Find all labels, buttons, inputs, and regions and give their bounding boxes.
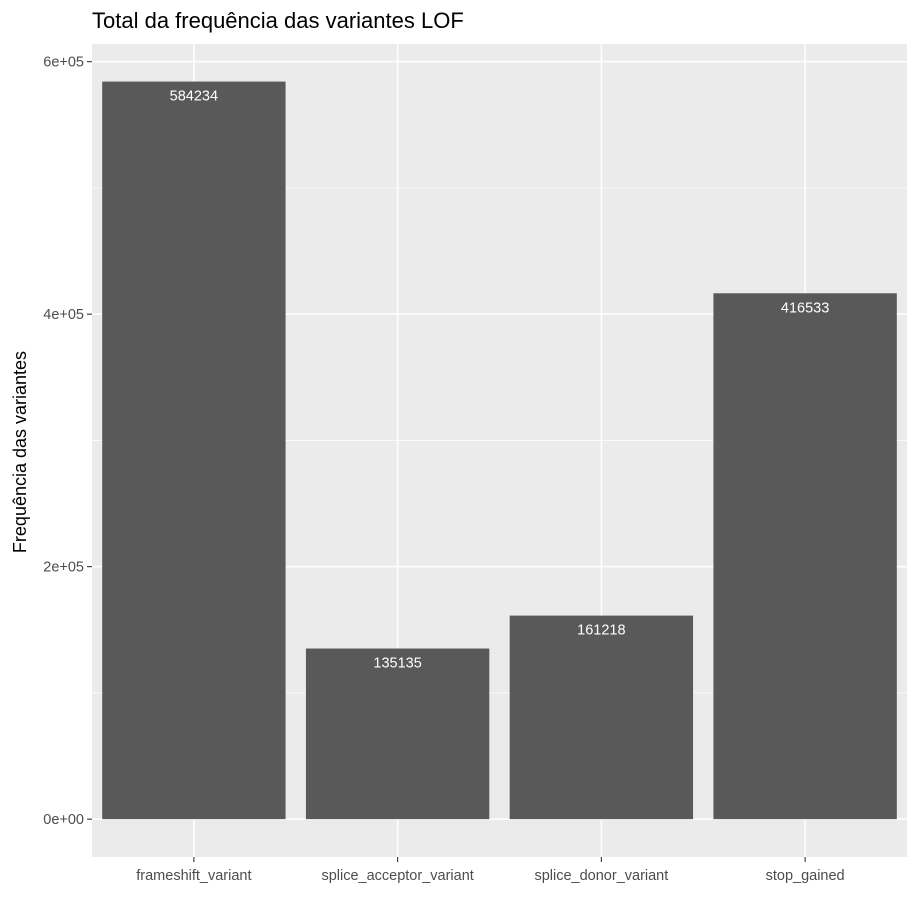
bar-value-labels: 584234 135135 161218 416533 xyxy=(170,89,830,672)
bar-value-label: 135135 xyxy=(373,656,421,672)
y-axis: 0e+00 2e+05 4e+05 6e+05 xyxy=(43,55,92,828)
bar-value-label: 161218 xyxy=(577,623,625,639)
y-tick-label: 2e+05 xyxy=(43,560,84,576)
bars xyxy=(102,81,897,820)
x-tick-label: frameshift_variant xyxy=(136,868,251,884)
bar-splice_acceptor_variant xyxy=(305,648,490,820)
x-axis: frameshift_variant splice_acceptor_varian… xyxy=(136,857,845,884)
bar-value-label: 416533 xyxy=(781,300,829,316)
y-tick-label: 0e+00 xyxy=(43,812,84,828)
y-tick-label: 6e+05 xyxy=(43,55,84,71)
bar-splice_donor_variant xyxy=(509,615,694,820)
x-tick-label: splice_donor_variant xyxy=(534,868,668,884)
bar-value-label: 584234 xyxy=(170,89,218,105)
bar-frameshift_variant xyxy=(102,81,286,820)
chart-title: Total da frequência das variantes LOF xyxy=(92,8,464,33)
x-tick-label: stop_gained xyxy=(766,868,845,884)
x-tick-label: splice_acceptor_variant xyxy=(321,868,473,884)
y-tick-label: 4e+05 xyxy=(43,307,84,323)
bar-stop_gained xyxy=(713,293,897,820)
y-axis-label: Frequência das variantes xyxy=(10,351,30,553)
